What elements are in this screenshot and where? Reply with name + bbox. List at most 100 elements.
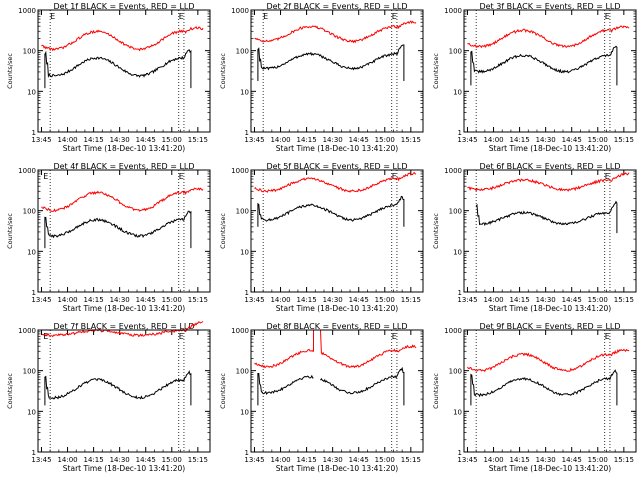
plot-frame	[37, 329, 211, 453]
x-tick-label: 13:45	[457, 136, 477, 144]
y-tick-label: 1000	[18, 7, 36, 15]
y-tick-label: 1	[32, 449, 36, 457]
y-tick-label: 1	[32, 289, 36, 297]
y-tick-label: 1	[458, 129, 462, 137]
events-series-line	[257, 195, 405, 227]
y-tick-label: 10	[27, 248, 36, 256]
x-tick-label: 14:15	[510, 136, 530, 144]
x-tick-label: 13:45	[244, 456, 264, 464]
y-axis-label: Counts/sec	[6, 213, 14, 249]
x-tick-label: 15:00	[588, 296, 608, 304]
x-tick-label: 14:30	[536, 456, 556, 464]
y-tick-label: 1	[245, 449, 249, 457]
event-marker-label: E	[605, 172, 610, 181]
y-tick-label: 10	[240, 88, 249, 96]
events-series-line	[44, 369, 192, 406]
detector-panel: Det 8f BLACK = Events, RED = LLD 1 10 100 10…	[219, 322, 424, 473]
y-axis-label: Counts/sec	[432, 53, 440, 89]
detector-panel: Det 3f BLACK = Events, RED = LLD 1 10 100 10…	[432, 2, 637, 153]
plot-frame	[463, 9, 637, 133]
plot-frame	[250, 329, 424, 453]
x-tick-label: 14:45	[349, 296, 369, 304]
y-tick-label: 10	[240, 408, 249, 416]
event-marker-label: E	[43, 172, 48, 181]
x-tick-label: 14:45	[136, 136, 156, 144]
plot-frame	[37, 9, 211, 133]
x-tick-label: 14:30	[110, 456, 130, 464]
x-tick-label: 14:00	[483, 456, 503, 464]
y-axis-label: Counts/sec	[432, 373, 440, 409]
x-tick-label: 14:30	[536, 296, 556, 304]
panel-title: Det 4f BLACK = Events, RED = LLD	[53, 162, 194, 171]
x-axis-label: Start Time (18-Dec-10 13:41:20)	[276, 144, 398, 153]
x-tick-label: 14:00	[483, 296, 503, 304]
x-tick-label: 15:15	[401, 456, 421, 464]
x-tick-label: 14:15	[297, 296, 317, 304]
x-axis-label: Start Time (18-Dec-10 13:41:20)	[489, 304, 611, 313]
detector-panel: Det 4f BLACK = Events, RED = LLD 1 10 100 10…	[6, 162, 211, 313]
x-tick-label: 15:15	[614, 136, 634, 144]
event-marker-label: E	[392, 332, 397, 341]
panel-title: Det 3f BLACK = Events, RED = LLD	[479, 2, 620, 11]
y-tick-label: 100	[236, 208, 249, 216]
y-tick-label: 10	[453, 88, 462, 96]
y-tick-label: 10	[453, 248, 462, 256]
plot-frame	[250, 9, 424, 133]
panel-title: Det 5f BLACK = Events, RED = LLD	[266, 162, 407, 171]
x-axis-label: Start Time (18-Dec-10 13:41:20)	[63, 304, 185, 313]
x-tick-label: 14:45	[562, 136, 582, 144]
x-tick-label: 14:00	[270, 456, 290, 464]
x-tick-label: 15:00	[375, 136, 395, 144]
x-tick-label: 14:15	[84, 456, 104, 464]
y-tick-label: 10	[453, 408, 462, 416]
events-series-line	[257, 44, 405, 81]
y-tick-label: 1	[245, 289, 249, 297]
events-series-line	[44, 210, 192, 249]
x-tick-label: 15:00	[162, 456, 182, 464]
event-marker-label: E	[605, 332, 610, 341]
lld-series-line	[254, 329, 417, 369]
event-marker-label: E	[43, 332, 48, 341]
detector-panel: Det 9f BLACK = Events, RED = LLD 1 10 100 10…	[432, 322, 637, 473]
x-tick-label: 14:15	[84, 296, 104, 304]
y-tick-label: 1	[458, 449, 462, 457]
x-tick-label: 14:15	[510, 456, 530, 464]
detector-panel: Det 1f BLACK = Events, RED = LLD 1 10 100 10…	[6, 2, 211, 153]
x-tick-label: 14:30	[110, 136, 130, 144]
y-tick-label: 100	[23, 368, 36, 376]
y-tick-label: 1000	[444, 7, 462, 15]
x-tick-label: 14:00	[57, 136, 77, 144]
y-tick-label: 100	[23, 48, 36, 56]
x-tick-label: 14:30	[323, 456, 343, 464]
x-tick-label: 14:45	[136, 296, 156, 304]
x-tick-label: 15:00	[588, 456, 608, 464]
y-tick-label: 1	[245, 129, 249, 137]
panel-title: Det 1f BLACK = Events, RED = LLD	[53, 2, 194, 11]
lld-series-line	[41, 187, 204, 213]
x-tick-label: 14:15	[297, 136, 317, 144]
event-marker-label: E	[179, 172, 184, 181]
x-tick-label: 15:15	[188, 456, 208, 464]
y-tick-label: 1000	[231, 7, 249, 15]
x-tick-label: 15:00	[162, 136, 182, 144]
lld-series-line	[467, 25, 630, 49]
y-tick-label: 1	[32, 129, 36, 137]
y-tick-label: 1000	[18, 167, 36, 175]
x-tick-label: 15:15	[401, 136, 421, 144]
event-marker-label: E	[605, 12, 610, 21]
x-tick-label: 14:30	[323, 136, 343, 144]
y-tick-label: 10	[27, 408, 36, 416]
y-axis-label: Counts/sec	[219, 373, 227, 409]
x-tick-label: 14:30	[323, 296, 343, 304]
event-marker-label: E	[179, 332, 184, 341]
x-axis-label: Start Time (18-Dec-10 13:41:20)	[63, 464, 185, 473]
x-tick-label: 14:15	[510, 296, 530, 304]
panel-title: Det 8f BLACK = Events, RED = LLD	[266, 322, 407, 331]
y-tick-label: 1000	[444, 167, 462, 175]
events-series-line	[470, 369, 618, 406]
x-axis-label: Start Time (18-Dec-10 13:41:20)	[276, 304, 398, 313]
x-tick-label: 13:45	[244, 136, 264, 144]
event-marker-label: E	[50, 12, 55, 21]
events-series-line	[44, 49, 192, 89]
